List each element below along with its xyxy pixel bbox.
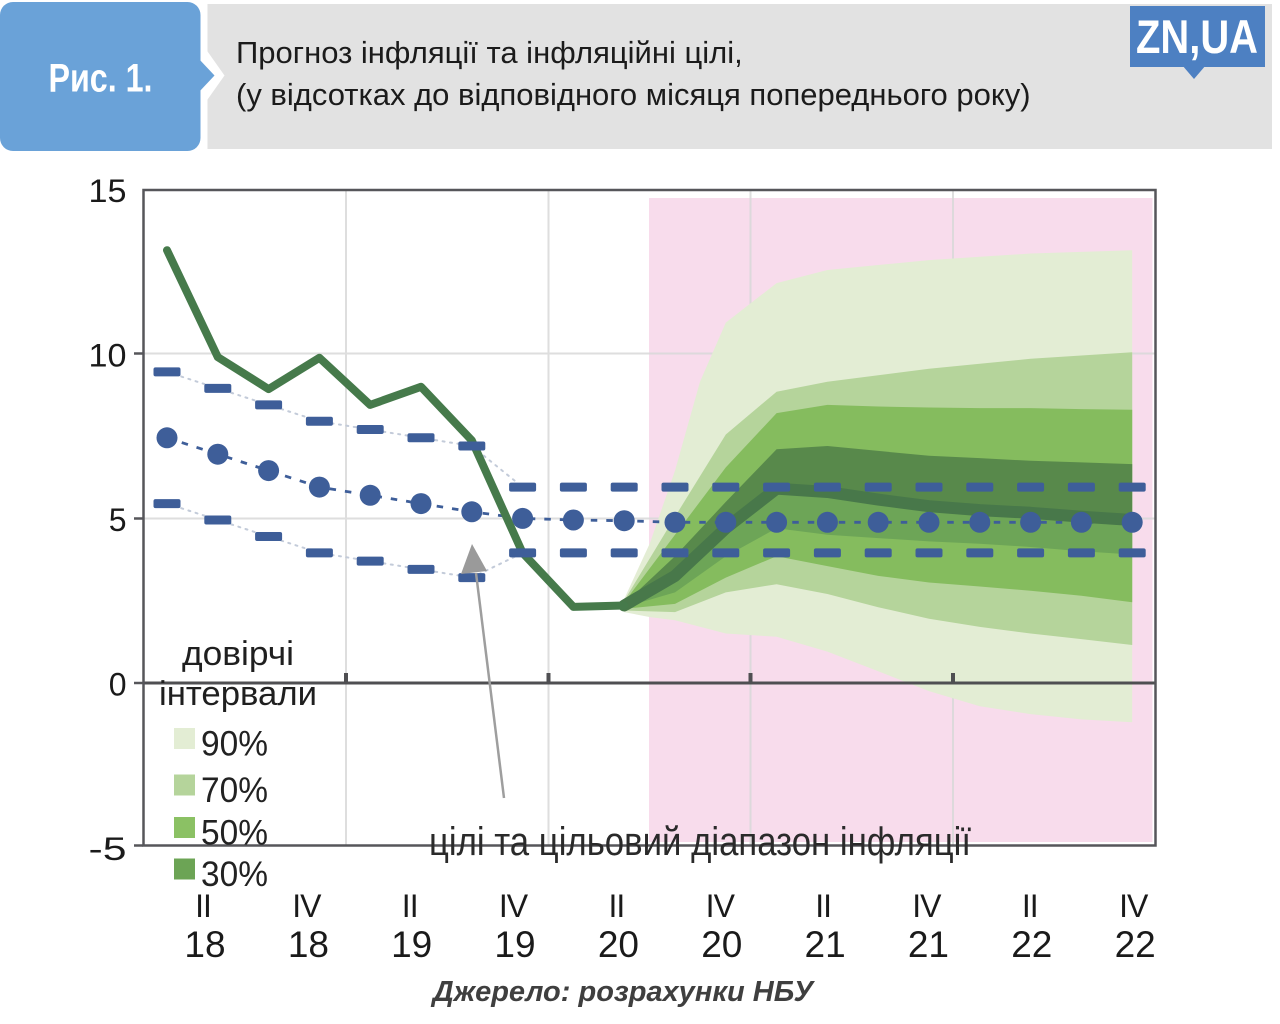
svg-text:70%: 70%	[201, 771, 268, 810]
svg-text:II: II	[402, 888, 418, 924]
svg-text:18: 18	[184, 924, 225, 965]
svg-text:Джерело: розрахунки НБУ: Джерело: розрахунки НБУ	[430, 976, 816, 1008]
svg-text:IV: IV	[1119, 888, 1149, 924]
svg-text:30%: 30%	[201, 855, 268, 894]
svg-text:5: 5	[109, 502, 127, 538]
svg-text:інтервали: інтервали	[159, 675, 317, 713]
svg-text:Прогноз інфляції та інфляційні: Прогноз інфляції та інфляційні цілі,	[236, 35, 743, 70]
svg-text:90%: 90%	[201, 725, 268, 764]
svg-text:довірчі: довірчі	[182, 635, 294, 673]
svg-text:22: 22	[1115, 924, 1156, 965]
svg-text:21: 21	[908, 924, 949, 965]
svg-text:II: II	[195, 888, 211, 924]
svg-text:50%: 50%	[201, 814, 268, 853]
svg-text:Рис. 1.: Рис. 1.	[49, 57, 153, 101]
svg-text:II: II	[815, 888, 831, 924]
svg-text:IV: IV	[912, 888, 942, 924]
svg-text:0: 0	[109, 667, 127, 703]
svg-text:цілі та цільовий діапазон інфл: цілі та цільовий діапазон інфляції	[429, 820, 971, 864]
svg-text:19: 19	[494, 924, 535, 965]
svg-text:22: 22	[1011, 924, 1052, 965]
svg-text:20: 20	[598, 924, 639, 965]
svg-text:(у відсотках до відповідного м: (у відсотках до відповідного місяця попе…	[236, 77, 1031, 112]
svg-text:18: 18	[288, 924, 329, 965]
svg-text:ZN,UA: ZN,UA	[1136, 10, 1258, 63]
svg-text:10: 10	[89, 338, 127, 374]
svg-text:IV: IV	[706, 888, 736, 924]
svg-text:21: 21	[805, 924, 846, 965]
svg-text:15: 15	[89, 173, 127, 209]
svg-text:19: 19	[391, 924, 432, 965]
svg-text:-5: -5	[89, 831, 127, 867]
svg-text:II: II	[609, 888, 625, 924]
svg-text:IV: IV	[292, 888, 322, 924]
svg-text:20: 20	[701, 924, 742, 965]
svg-text:II: II	[1022, 888, 1038, 924]
svg-text:IV: IV	[499, 888, 529, 924]
